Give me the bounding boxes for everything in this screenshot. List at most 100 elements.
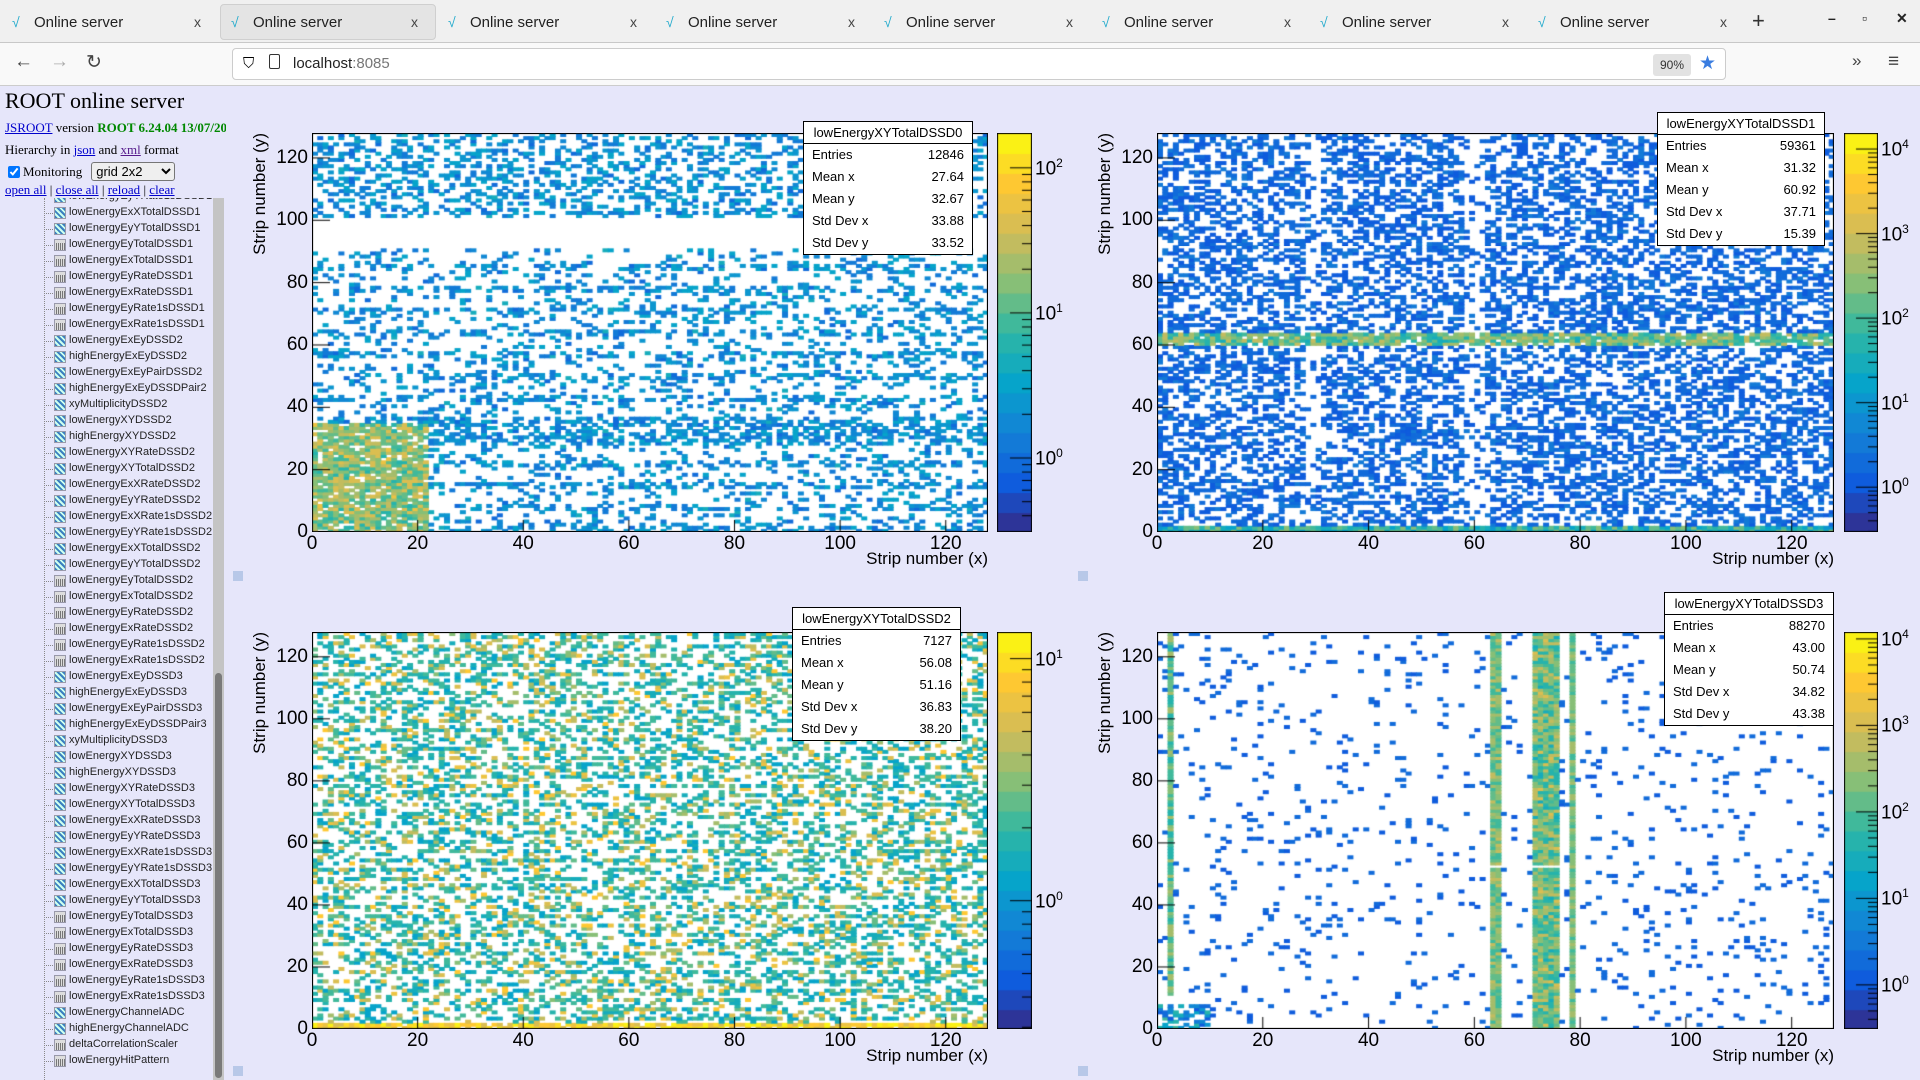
tab-3[interactable]: √Online serverx bbox=[656, 4, 872, 40]
tree-item-label: lowEnergyExEyPairDSSD3 bbox=[69, 702, 202, 714]
color-scale-label: 104 bbox=[1881, 137, 1909, 161]
histogram-2d-icon bbox=[54, 687, 66, 699]
pad-resize-handle[interactable] bbox=[233, 1066, 243, 1076]
reload-link[interactable]: reload bbox=[108, 182, 140, 197]
tree-item-label: lowEnergyExEyDSSD2 bbox=[69, 334, 183, 346]
monitoring-label: Monitoring bbox=[23, 164, 82, 180]
stats-label: Std Dev y bbox=[812, 232, 868, 254]
url-bar[interactable]: ⛉ localhost:8085 90% ★ bbox=[232, 48, 1726, 80]
stats-value: 34.82 bbox=[1792, 681, 1825, 703]
minimize-icon[interactable]: – bbox=[1828, 10, 1836, 26]
tab-close-icon[interactable]: x bbox=[194, 14, 218, 30]
scrollbar-thumb[interactable] bbox=[215, 673, 222, 1078]
y-tick-label: 0 bbox=[266, 1018, 308, 1040]
tab-favicon-icon: √ bbox=[448, 14, 462, 30]
nav-bar: ← → ↻ ⛉ localhost:8085 90% ★ » ≡ bbox=[0, 43, 1920, 86]
y-tick-label: 80 bbox=[1111, 272, 1153, 294]
stats-box[interactable]: lowEnergyXYTotalDSSD2Entries7127Mean x56… bbox=[792, 607, 961, 741]
overflow-chevrons-icon[interactable]: » bbox=[1852, 51, 1861, 71]
stats-value: 15.39 bbox=[1783, 223, 1816, 245]
tab-6[interactable]: √Online serverx bbox=[1310, 4, 1526, 40]
tab-7[interactable]: √Online serverx bbox=[1528, 4, 1744, 40]
sidebar-scrollbar[interactable] bbox=[213, 198, 224, 1080]
bookmark-star-icon[interactable]: ★ bbox=[1699, 52, 1716, 75]
y-tick-label: 80 bbox=[266, 272, 308, 294]
histogram-1d-icon bbox=[54, 255, 66, 267]
stats-box[interactable]: lowEnergyXYTotalDSSD3Entries88270Mean x4… bbox=[1664, 592, 1834, 726]
tree-item-label: lowEnergyEyRateDSSD2 bbox=[69, 606, 193, 618]
stats-value: 56.08 bbox=[919, 652, 952, 674]
tab-close-icon[interactable]: x bbox=[848, 14, 872, 30]
version-text: ROOT 6.24.04 13/07/2021 bbox=[97, 120, 226, 135]
tab-title: Online server bbox=[906, 14, 1066, 31]
stats-box[interactable]: lowEnergyXYTotalDSSD0Entries12846Mean x2… bbox=[803, 121, 973, 255]
tab-4[interactable]: √Online serverx bbox=[874, 4, 1090, 40]
close-all-link[interactable]: close all bbox=[56, 182, 99, 197]
y-tick-label: 80 bbox=[1111, 770, 1153, 792]
zoom-level-button[interactable]: 90% bbox=[1653, 54, 1691, 76]
tab-title: Online server bbox=[253, 14, 411, 31]
close-window-icon[interactable]: ✕ bbox=[1896, 10, 1908, 27]
stats-row: Std Dev y33.52 bbox=[804, 232, 972, 254]
json-link[interactable]: json bbox=[74, 142, 96, 157]
x-tick-label: 20 bbox=[398, 533, 438, 555]
stats-label: Mean y bbox=[812, 188, 855, 210]
tab-close-icon[interactable]: x bbox=[1720, 14, 1744, 30]
stats-label: Entries bbox=[801, 630, 841, 652]
stats-row: Mean x31.32 bbox=[1658, 157, 1824, 179]
tab-close-icon[interactable]: x bbox=[1284, 14, 1308, 30]
y-tick-label: 20 bbox=[1111, 459, 1153, 481]
tab-1[interactable]: √Online serverx bbox=[220, 4, 436, 40]
stats-label: Mean y bbox=[1666, 179, 1709, 201]
and-text: and bbox=[95, 142, 120, 157]
stats-label: Std Dev x bbox=[812, 210, 868, 232]
jsroot-link[interactable]: JSROOT bbox=[5, 120, 52, 135]
clear-link[interactable]: clear bbox=[149, 182, 174, 197]
new-tab-button[interactable]: + bbox=[1752, 8, 1765, 34]
pad-resize-handle[interactable] bbox=[1078, 571, 1088, 581]
histogram-2d-icon bbox=[54, 1023, 66, 1035]
stats-value: 12846 bbox=[928, 144, 964, 166]
histogram-1d-icon bbox=[54, 943, 66, 955]
stats-value: 37.71 bbox=[1783, 201, 1816, 223]
color-scale-label: 102 bbox=[1035, 156, 1063, 180]
shield-icon[interactable]: ⛉ bbox=[243, 55, 254, 72]
stats-box[interactable]: lowEnergyXYTotalDSSD1Entries59361Mean x3… bbox=[1657, 112, 1825, 246]
y-tick-label: 60 bbox=[266, 832, 308, 854]
tab-close-icon[interactable]: x bbox=[630, 14, 654, 30]
tab-close-icon[interactable]: x bbox=[1066, 14, 1090, 30]
stats-label: Entries bbox=[812, 144, 852, 166]
histogram-2d-icon bbox=[54, 751, 66, 763]
tab-2[interactable]: √Online serverx bbox=[438, 4, 654, 40]
tab-0[interactable]: √Online serverx bbox=[2, 4, 218, 40]
maximize-icon[interactable]: ▫ bbox=[1862, 10, 1867, 26]
x-tick-label: 60 bbox=[609, 533, 649, 555]
monitoring-checkbox[interactable] bbox=[8, 166, 20, 178]
histogram-1d-icon bbox=[54, 927, 66, 939]
tree-item-label: highEnergyExEyDSSD3 bbox=[69, 686, 187, 698]
tab-5[interactable]: √Online serverx bbox=[1092, 4, 1308, 40]
histogram-2d-icon bbox=[54, 447, 66, 459]
histogram-2d-icon bbox=[54, 511, 66, 523]
tab-close-icon[interactable]: x bbox=[411, 14, 435, 30]
tree-item-label: lowEnergyExRate1sDSSD1 bbox=[69, 318, 205, 330]
layout-select[interactable]: grid 2x2 bbox=[91, 162, 175, 181]
reload-icon[interactable]: ↻ bbox=[86, 51, 102, 74]
pad-resize-handle[interactable] bbox=[1078, 1066, 1088, 1076]
tab-close-icon[interactable]: x bbox=[1502, 14, 1526, 30]
tree-item-label: lowEnergyExRate1sDSSD2 bbox=[69, 654, 205, 666]
forward-icon[interactable]: → bbox=[50, 51, 69, 73]
menu-icon[interactable]: ≡ bbox=[1888, 51, 1899, 73]
histogram-2d-icon bbox=[54, 815, 66, 827]
stats-row: Mean x43.00 bbox=[1665, 637, 1833, 659]
stats-row: Entries7127 bbox=[793, 630, 960, 652]
back-icon[interactable]: ← bbox=[14, 51, 33, 73]
histogram-1d-icon bbox=[54, 911, 66, 923]
histogram-2d-icon bbox=[54, 463, 66, 475]
tree-item-label: lowEnergyExRate1sDSSD3 bbox=[69, 990, 205, 1002]
pad-resize-handle[interactable] bbox=[233, 571, 243, 581]
xml-link[interactable]: xml bbox=[121, 142, 141, 157]
tree-item-label: xyMultiplicityDSSD2 bbox=[69, 398, 167, 410]
tree-item-label: lowEnergyEyYRateDSSD2 bbox=[69, 494, 200, 506]
open-all-link[interactable]: open all bbox=[5, 182, 47, 197]
